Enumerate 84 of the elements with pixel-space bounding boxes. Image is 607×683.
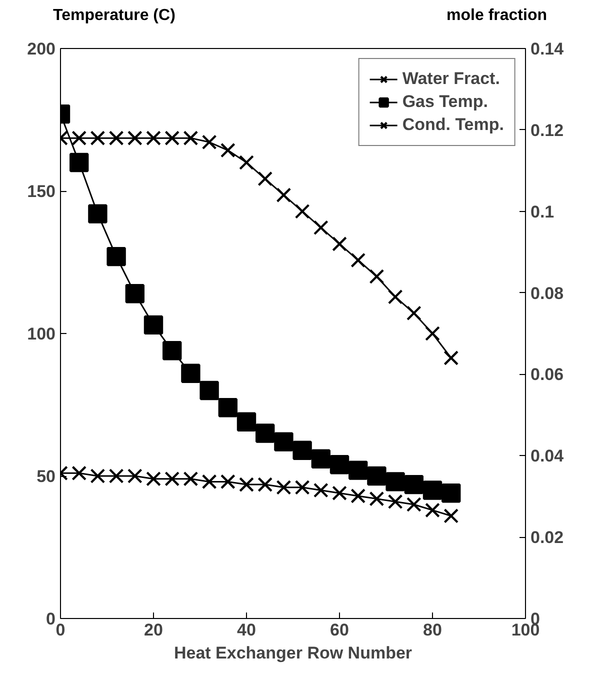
point — [220, 474, 236, 490]
point — [442, 484, 461, 503]
point — [369, 269, 384, 284]
y2-tick-label: 0.02 — [530, 528, 564, 548]
y2-axis-title: mole fraction — [446, 6, 547, 26]
y-axis-title: Temperature (C) — [53, 6, 176, 26]
point — [276, 188, 292, 203]
point — [294, 204, 310, 219]
point — [236, 412, 256, 432]
point — [425, 326, 440, 341]
y2-tick-label: 0.06 — [530, 365, 564, 384]
point — [406, 497, 422, 512]
point — [311, 449, 330, 468]
point — [200, 380, 219, 400]
y-tick-label: 150 — [27, 182, 56, 201]
y-tick-label: 200 — [27, 40, 56, 58]
point — [276, 480, 292, 495]
point — [127, 130, 142, 146]
y2-tick-label: 0.08 — [530, 284, 564, 303]
point — [369, 491, 384, 506]
point — [332, 486, 347, 501]
x-tick-label: 40 — [237, 620, 256, 640]
point — [256, 424, 275, 443]
point — [274, 432, 294, 452]
point — [294, 480, 310, 495]
point — [146, 130, 161, 146]
x-tick-label: 20 — [144, 620, 163, 640]
point — [330, 455, 350, 474]
x-axis-title: Heat Exchanger Row Number — [174, 644, 412, 662]
point — [239, 155, 254, 170]
point — [422, 480, 442, 500]
legend-label: Gas Temp. — [402, 92, 488, 112]
legend-label: Water Fract. — [402, 69, 500, 89]
legend-label: Cond. Temp. — [402, 115, 504, 135]
y2-tick-label: 0.1 — [530, 202, 554, 222]
point — [183, 471, 198, 486]
point — [367, 466, 386, 486]
point — [404, 474, 424, 494]
point — [108, 130, 124, 146]
x-tick-label: 80 — [423, 620, 442, 640]
point — [444, 508, 459, 524]
y-tick-label: 100 — [27, 324, 56, 344]
point — [90, 130, 106, 146]
point — [202, 134, 217, 150]
point — [106, 246, 126, 266]
point — [72, 130, 87, 146]
point — [218, 398, 238, 418]
point — [183, 130, 198, 146]
point — [444, 350, 459, 366]
point — [70, 152, 89, 172]
point — [220, 142, 236, 158]
point — [181, 364, 200, 383]
point — [239, 477, 254, 492]
point — [425, 502, 440, 518]
point — [72, 466, 87, 481]
point — [125, 284, 144, 304]
point — [164, 130, 180, 146]
point — [388, 494, 403, 510]
point — [292, 440, 312, 460]
point — [332, 236, 347, 252]
point — [108, 468, 124, 484]
point — [146, 471, 161, 486]
point — [202, 474, 217, 490]
point — [258, 477, 273, 492]
point — [162, 341, 182, 360]
point — [406, 306, 422, 321]
point — [348, 460, 368, 480]
point — [350, 252, 366, 268]
point — [386, 472, 405, 492]
y2-tick-label: 0.12 — [530, 120, 564, 140]
point — [164, 471, 180, 486]
point — [313, 482, 328, 498]
y2-tick-label: 0.14 — [530, 40, 564, 58]
y2-tick-label: 0.04 — [530, 446, 564, 466]
y-tick-label: 50 — [36, 467, 56, 486]
point — [127, 468, 142, 484]
point — [313, 220, 328, 236]
point — [88, 204, 108, 224]
x-tick-label: 60 — [330, 620, 349, 640]
point — [388, 289, 403, 304]
point — [350, 488, 366, 504]
point — [90, 468, 106, 484]
point — [258, 171, 273, 186]
point — [144, 315, 164, 335]
